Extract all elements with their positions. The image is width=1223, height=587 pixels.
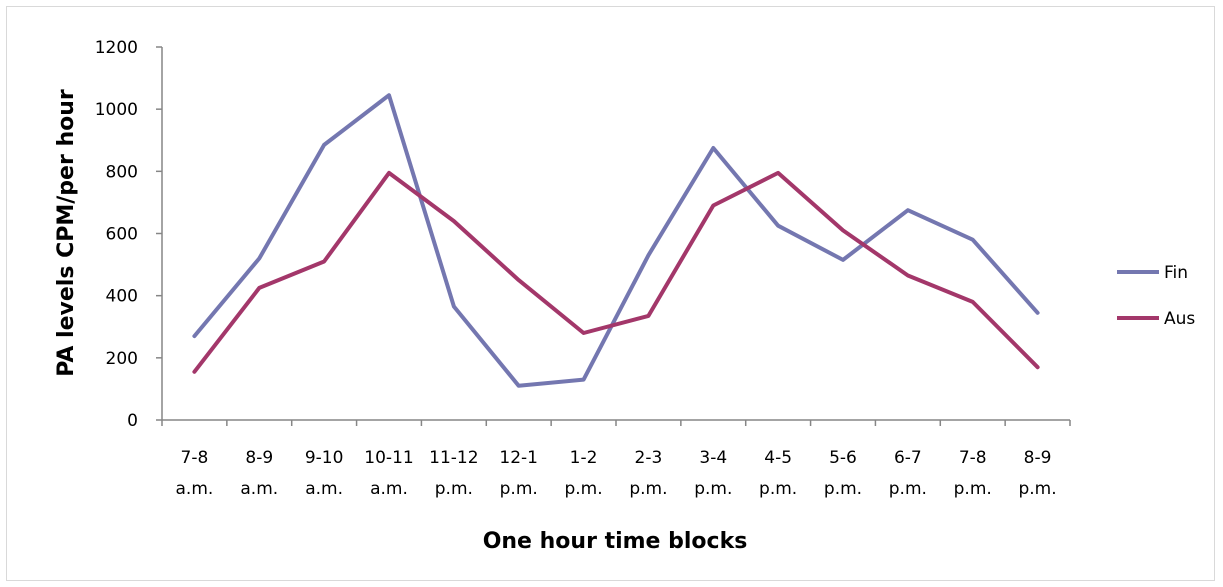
x-tick-label-period: p.m.: [694, 479, 732, 499]
x-tick-label-period: p.m.: [435, 479, 473, 499]
y-tick-label: 1200: [95, 38, 138, 58]
x-tick-label-time: 7-8: [959, 448, 987, 468]
y-tick-label: 1000: [95, 100, 138, 120]
x-tick-label: 8-9 a.m.: [240, 448, 278, 499]
x-tick-label-time: 4-5: [764, 448, 792, 468]
x-tick-label-period: p.m.: [500, 479, 538, 499]
x-tick-label-time: 5-6: [829, 448, 857, 468]
x-tick-label-period: a.m.: [240, 479, 278, 499]
y-tick-label: 0: [127, 411, 138, 431]
x-tick-label: 9-10 a.m.: [305, 448, 344, 499]
x-tick-label: 6-7 p.m.: [889, 448, 927, 499]
legend-label-aus: Aus: [1164, 309, 1195, 329]
x-tick-label-period: a.m.: [176, 479, 214, 499]
series-lines: [192, 93, 1040, 388]
x-tick-label-time: 1-2: [570, 448, 598, 468]
x-tick-label-period: a.m.: [305, 479, 343, 499]
chart-frame: [6, 6, 1215, 581]
x-tick-label-period: p.m.: [629, 479, 667, 499]
y-tick-label: 600: [106, 225, 138, 245]
x-tick-label: 7-8 p.m.: [954, 448, 992, 499]
y-axis-title: PA levels CPM/per hour: [54, 89, 79, 377]
chart-axes: [161, 47, 1070, 421]
legend-label-fin: Fin: [1164, 263, 1188, 283]
x-tick-label-time: 6-7: [894, 448, 922, 468]
x-tick-label-period: p.m.: [564, 479, 602, 499]
y-tick-label: 400: [106, 287, 138, 307]
x-tick-label: 11-12 p.m.: [429, 448, 478, 499]
x-tick-label: 2-3 p.m.: [629, 448, 667, 499]
x-tick-label-time: 8-9: [245, 448, 273, 468]
chart-legend: Fin Aus: [1117, 263, 1195, 329]
x-axis-ticks: 7-8 a.m. 8-9 a.m. 9-10 a.m. 10-11 a.m. 11-12 p.m.…: [161, 420, 1071, 499]
x-tick-label-time: 7-8: [181, 448, 209, 468]
y-tick-label: 800: [106, 162, 138, 182]
x-tick-label: 4-5 p.m.: [759, 448, 797, 499]
x-tick-label-time: 11-12: [429, 448, 478, 468]
x-tick-label-period: p.m.: [1018, 479, 1056, 499]
x-tick-label-period: p.m.: [759, 479, 797, 499]
x-tick-label: 8-9 p.m.: [1018, 448, 1056, 499]
x-tick-label-time: 8-9: [1024, 448, 1052, 468]
x-tick-label-period: a.m.: [370, 479, 408, 499]
series-line-aus: [192, 170, 1040, 374]
x-tick-label: 10-11 a.m.: [364, 448, 413, 499]
x-tick-label-time: 12-1: [499, 448, 538, 468]
x-tick-label-time: 10-11: [364, 448, 413, 468]
x-tick-label-time: 3-4: [699, 448, 727, 468]
x-tick-label-time: 9-10: [305, 448, 344, 468]
x-tick-label: 5-6 p.m.: [824, 448, 862, 499]
x-tick-label-period: p.m.: [954, 479, 992, 499]
series-line-fin: [192, 93, 1040, 388]
x-tick-label-period: p.m.: [824, 479, 862, 499]
x-tick-label: 3-4 p.m.: [694, 448, 732, 499]
y-axis-ticks: 0 200 400 600 800 1000 1200: [95, 38, 162, 431]
x-tick-label-time: 2-3: [635, 448, 663, 468]
x-tick-label: 7-8 a.m.: [176, 448, 214, 499]
x-axis-title: One hour time blocks: [483, 529, 748, 554]
y-tick-label: 200: [106, 349, 138, 369]
x-tick-label-period: p.m.: [889, 479, 927, 499]
x-tick-label: 12-1 p.m.: [499, 448, 538, 499]
x-tick-label: 1-2 p.m.: [564, 448, 602, 499]
